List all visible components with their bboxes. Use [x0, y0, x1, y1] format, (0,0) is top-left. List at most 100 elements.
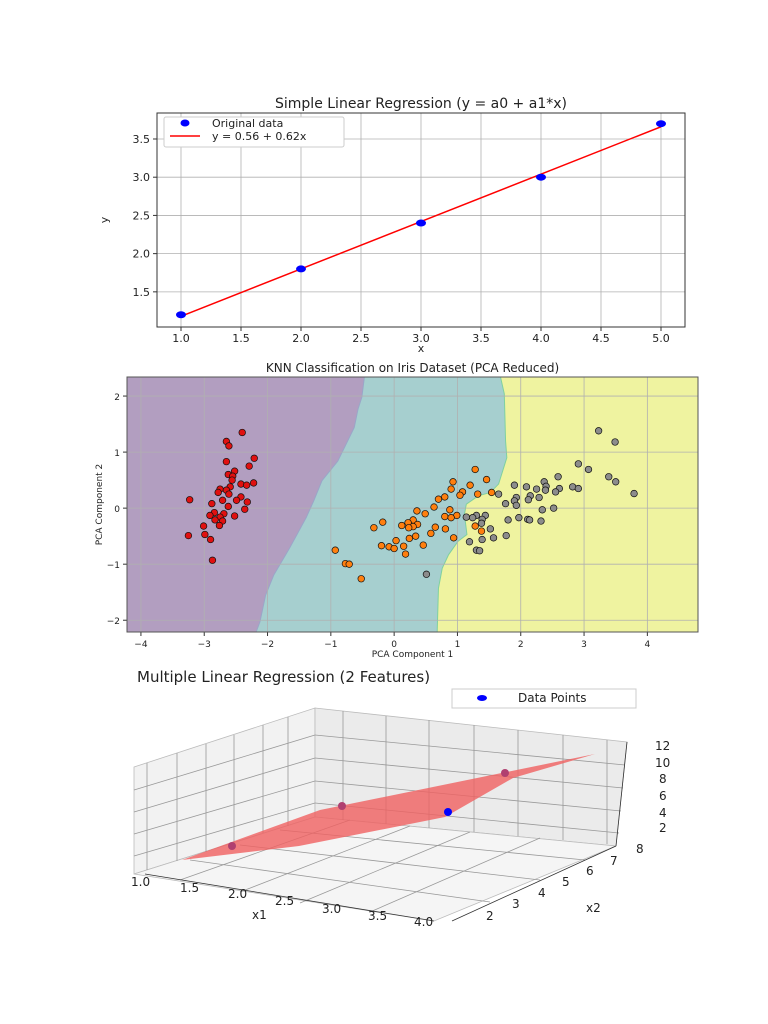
x-axis-label: PCA Component 1	[372, 650, 454, 660]
data-point-versicolor	[482, 475, 491, 484]
axes-frame	[156, 112, 686, 328]
data-point-virginica	[630, 489, 638, 498]
x-tick-label: 5.0	[652, 332, 670, 345]
data-point-versicolor	[398, 521, 406, 530]
data-point-versicolor	[419, 541, 427, 549]
data-point-versicolor	[449, 534, 458, 542]
data-point-setosa	[245, 462, 253, 470]
data-point-setosa	[206, 511, 214, 520]
data-point-virginica	[422, 570, 431, 578]
legend-label: Original data	[212, 117, 283, 130]
x-axis-label: x	[418, 342, 425, 355]
data-point	[444, 808, 452, 816]
y-tick-label: −1	[107, 561, 120, 571]
data-point-setosa	[230, 512, 239, 520]
data-point-virginica	[502, 531, 510, 540]
data-point-versicolor	[392, 536, 400, 545]
data-point-virginica	[605, 473, 613, 481]
x1-tick: 2.0	[228, 887, 247, 901]
data-point-setosa	[218, 496, 227, 504]
x-tick-label: 3	[581, 640, 587, 650]
data-point-virginica	[504, 516, 512, 524]
x-tick-label: −3	[198, 640, 211, 650]
data-point-virginica	[594, 427, 603, 435]
x2-tick-labels: 2 3 4 5 6 7 8	[486, 842, 644, 923]
data-point-versicolor	[474, 490, 482, 498]
regression-plane	[182, 754, 595, 860]
z-tick: 2	[659, 821, 667, 835]
legend-label: y = 0.56 + 0.62x	[212, 130, 307, 143]
data-point-virginica	[486, 525, 495, 533]
data-point-setosa	[225, 490, 233, 498]
data-point-virginica	[574, 484, 583, 493]
data-point-versicolor	[466, 481, 474, 489]
y-tick-label: 2	[114, 393, 120, 403]
data-point-setosa	[238, 428, 246, 437]
z-tick-labels: 12 10 8 6 4 2	[655, 739, 670, 835]
chart-title: KNN Classification on Iris Dataset (PCA …	[266, 361, 559, 375]
data-point-virginica	[524, 496, 532, 504]
data-point-virginica	[512, 501, 520, 509]
x-tick-label: −1	[324, 640, 337, 650]
data-point-versicolor	[430, 503, 438, 511]
data-point-virginica	[551, 488, 560, 496]
x-tick-label: 4.5	[592, 332, 610, 345]
z-tick: 8	[659, 772, 667, 786]
data-point-setosa	[225, 442, 233, 450]
y-tick-label: 2.0	[133, 248, 151, 261]
x1-tick: 2.5	[275, 894, 294, 908]
data-point-setosa	[249, 479, 258, 487]
data-point-setosa	[215, 521, 224, 530]
z-tick: 4	[659, 806, 667, 820]
data-point-virginica	[494, 490, 503, 498]
data-point-virginica	[477, 519, 486, 527]
x-tick-label: 3.0	[412, 332, 430, 345]
data-point-versicolor	[377, 542, 386, 550]
x2-tick: 4	[538, 886, 546, 900]
data-point-virginica	[584, 465, 593, 474]
data-point-setosa	[242, 481, 251, 489]
data-point-versicolor	[449, 478, 457, 486]
data-point-versicolor	[357, 575, 365, 583]
z-tick: 6	[659, 789, 667, 803]
x-tick-label: −4	[134, 640, 148, 650]
data-point	[656, 120, 666, 128]
simple-linear-regression-chart: 1.0 1.5 2.0 2.5 3.0 3.5 4.0 4.5 5.0 1.5 2.0 2.5 3.0 3…	[98, 96, 686, 355]
data-point-virginica	[611, 438, 619, 446]
legend-marker-icon	[180, 119, 190, 127]
y-tick-label: −2	[107, 617, 120, 627]
data-point-virginica	[478, 535, 486, 544]
data-point-versicolor	[427, 529, 435, 538]
y-tick-label: 0	[114, 505, 120, 515]
x-tick-label: 0	[391, 640, 397, 650]
legend-label: Data Points	[518, 691, 587, 705]
x1-tick: 1.5	[180, 881, 199, 895]
data-point-virginica	[489, 534, 498, 542]
data-point-virginica	[574, 460, 583, 468]
x2-tick: 8	[636, 842, 644, 856]
x-tick-label: −2	[261, 640, 274, 650]
legend-marker-icon	[477, 695, 487, 701]
data-point-versicolor	[447, 485, 455, 493]
data-point-virginica	[515, 514, 523, 522]
data-point	[338, 802, 346, 810]
data-point-virginica	[554, 473, 562, 481]
x1-tick: 4.0	[414, 915, 433, 929]
x1-tick: 3.0	[322, 902, 341, 916]
data-point-versicolor	[471, 522, 479, 530]
data-point-setosa	[201, 530, 209, 539]
data-point-virginica	[541, 486, 550, 494]
data-point-versicolor	[405, 534, 413, 543]
data-point-virginica	[465, 538, 474, 546]
chart3-legend: Data Points	[451, 688, 637, 709]
data-point-setosa	[224, 502, 232, 511]
data-point-setosa	[250, 454, 258, 462]
data-point-versicolor	[431, 523, 439, 531]
x1-tick: 1.0	[131, 875, 150, 889]
data-point-setosa	[208, 556, 217, 564]
y-tick-label: 1	[114, 449, 120, 459]
x1-axis-label: x1	[252, 908, 267, 922]
x1-tick: 3.5	[368, 909, 387, 923]
data-point	[176, 311, 186, 319]
